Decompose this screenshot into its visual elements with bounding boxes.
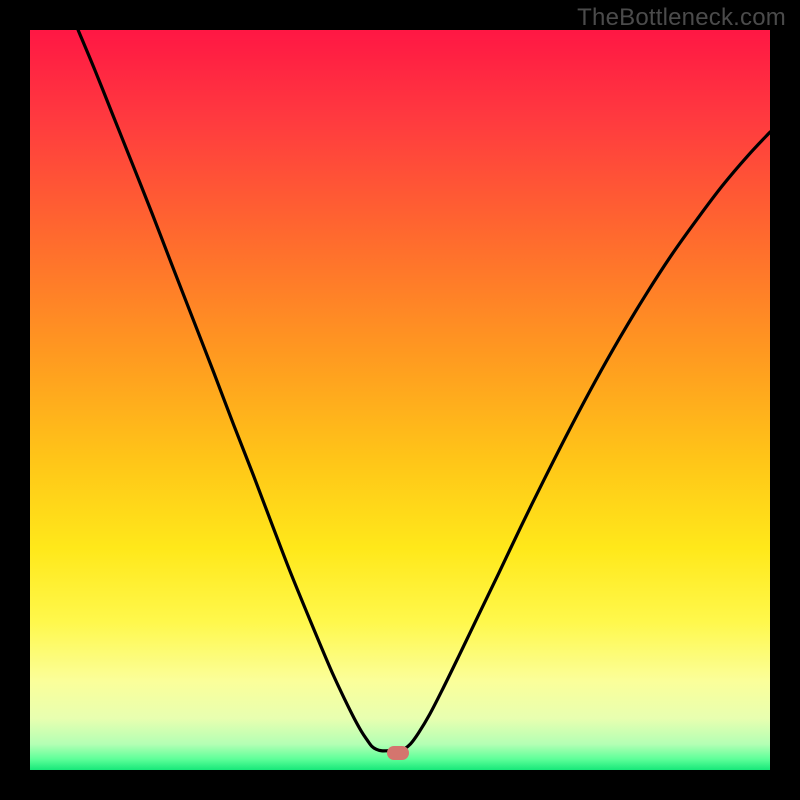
optimal-point-marker — [387, 746, 409, 760]
bottleneck-curve — [30, 30, 770, 770]
plot-area — [30, 30, 770, 770]
outer-frame — [0, 0, 800, 800]
watermark-text: TheBottleneck.com — [577, 4, 786, 32]
